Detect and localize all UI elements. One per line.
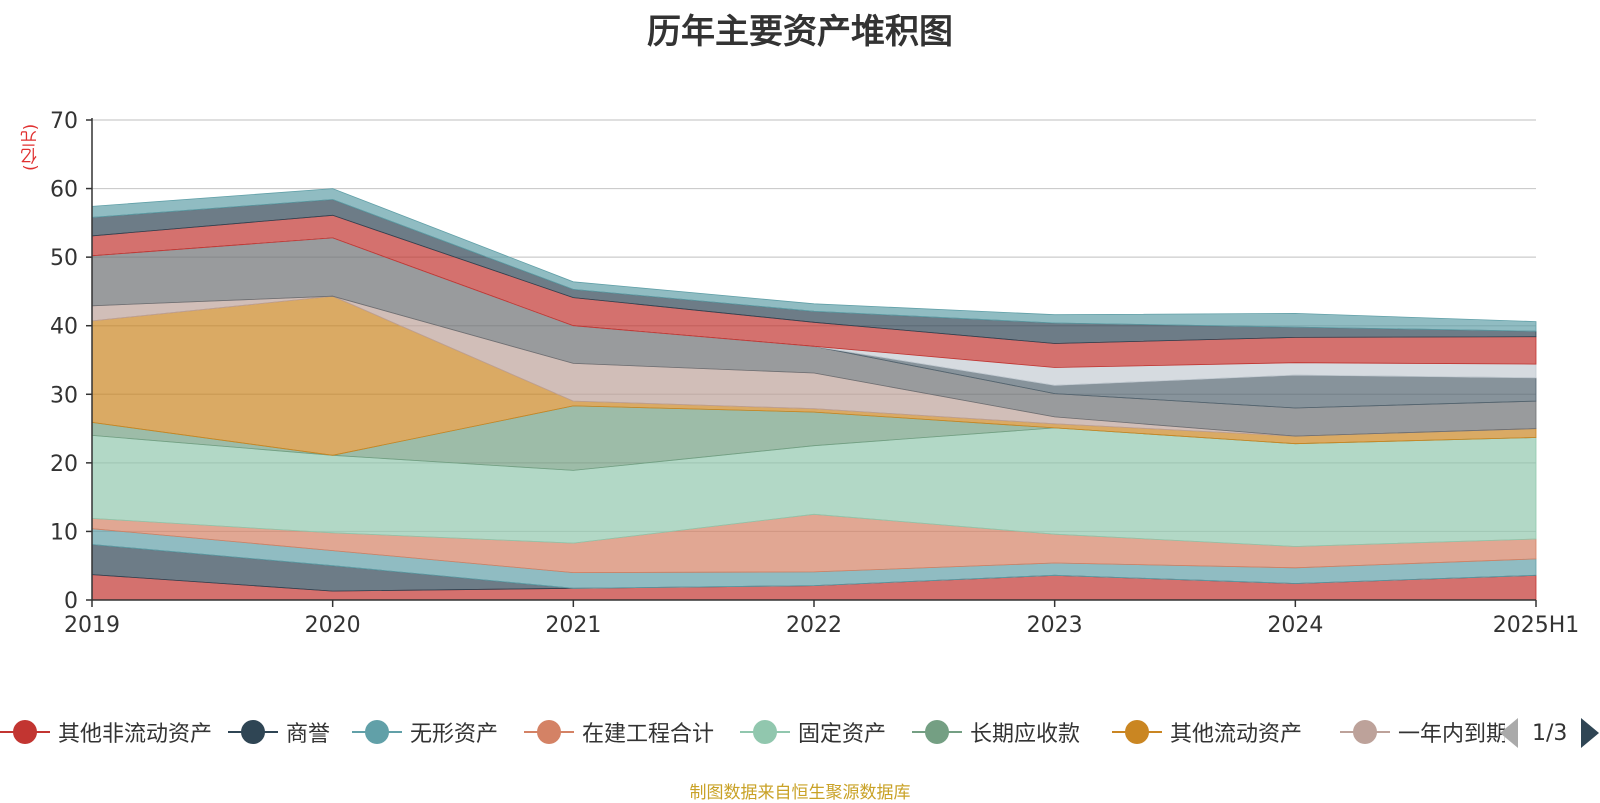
- legend-swatch-icon: [524, 718, 574, 746]
- legend-swatch-icon: [1112, 718, 1162, 746]
- y-tick-label: 30: [50, 383, 78, 408]
- x-tick-label: 2021: [545, 613, 601, 638]
- y-tick-label: 60: [50, 178, 78, 203]
- legend-label: 无形资产: [410, 722, 499, 747]
- y-tick-label: 50: [50, 246, 78, 271]
- legend-label: 其他非流动资产: [58, 722, 213, 747]
- data-source-note: 制图数据来自恒生聚源数据库: [689, 783, 911, 803]
- legend-swatch-icon: [740, 718, 790, 746]
- legend-label: 在建工程合计: [582, 722, 715, 747]
- y-tick-label: 20: [50, 452, 78, 477]
- legend-item[interactable]: 其他流动资产: [1112, 712, 1302, 752]
- legend-next-page-icon[interactable]: [1581, 718, 1600, 748]
- legend-label: 固定资产: [798, 722, 887, 747]
- area-series: [91, 188, 1537, 601]
- legend-item[interactable]: 商誉: [228, 712, 330, 752]
- legend-label: 长期应收款: [970, 722, 1081, 747]
- y-tick-label: 40: [50, 315, 78, 340]
- area-series-14: [91, 188, 1537, 332]
- chart-title: 历年主要资产堆积图: [647, 12, 953, 52]
- y-tick-label: 0: [64, 589, 78, 614]
- legend-swatch-icon: [912, 718, 962, 746]
- legend-pager: 1/3: [1500, 716, 1600, 750]
- legend-item[interactable]: 固定资产: [740, 712, 886, 752]
- legend-prev-page-icon[interactable]: [1500, 718, 1518, 748]
- legend-label: 商誉: [286, 722, 331, 747]
- legend-label: 其他流动资产: [1170, 722, 1303, 747]
- x-tick-label: 2020: [305, 613, 361, 638]
- axes: 0 10 20 30 40 50 60 70 2019 2020 2021 2022 2023 2024 2…: [50, 109, 1579, 638]
- y-tick-label: 10: [50, 520, 78, 545]
- y-tick-label: 70: [50, 109, 78, 134]
- legend-swatch-icon: [1340, 718, 1390, 746]
- x-tick-label: 2024: [1267, 613, 1323, 638]
- legend-swatch-icon: [0, 718, 50, 746]
- legend-swatch-icon: [352, 718, 402, 746]
- legend-label: 一年内到期的非流动资产: [1398, 722, 1505, 747]
- stacked-area-chart: 0 10 20 30 40 50 60 70 2019 2020 2021 2022 2023 2024 2…: [50, 109, 1579, 638]
- x-tick-label: 2023: [1027, 613, 1083, 638]
- legend-swatch-icon: [228, 718, 278, 746]
- legend-page-indicator: 1/3: [1532, 720, 1568, 746]
- legend-item[interactable]: 一年内到期的非流动资产: [1340, 712, 1505, 752]
- legend-item[interactable]: 长期应收款: [912, 712, 1080, 752]
- legend-item[interactable]: 无形资产: [352, 712, 498, 752]
- legend-item[interactable]: 在建工程合计: [524, 712, 714, 752]
- x-tick-label: 2022: [786, 613, 842, 638]
- x-tick-label: 2019: [64, 613, 120, 638]
- legend: 其他非流动资产 商誉 无形资产 在建工程合计 固定资产 长期应收款 其他流动资产 一年内到期的…: [0, 712, 1505, 752]
- legend-item[interactable]: 其他非流动资产: [0, 712, 212, 752]
- x-tick-label: 2025H1: [1493, 613, 1580, 638]
